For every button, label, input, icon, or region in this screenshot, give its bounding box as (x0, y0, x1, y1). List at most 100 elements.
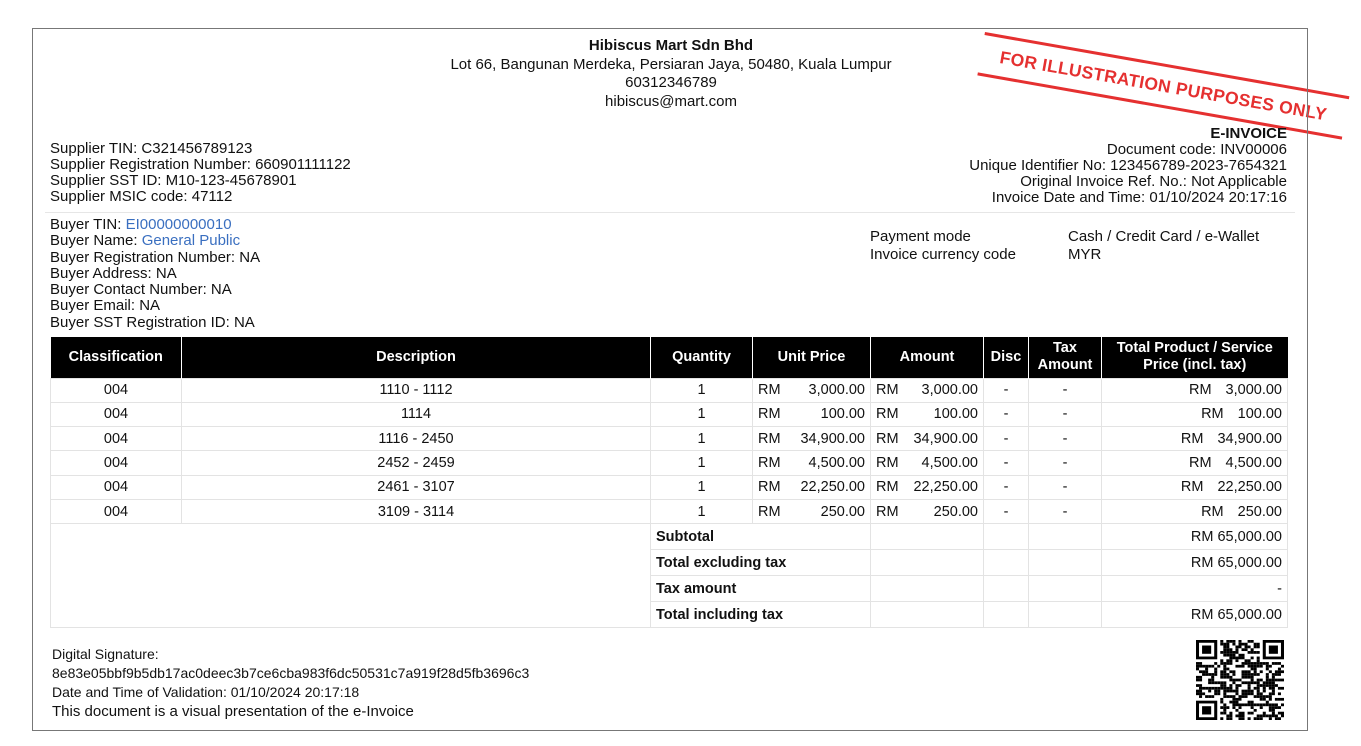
buyer-sst: Buyer SST Registration ID: NA (50, 313, 255, 331)
supplier-reg: Supplier Registration Number: 6609011111… (50, 156, 351, 173)
table-row: 004 2452 - 2459 1 RM 4,500.00 RM 4,500.00- - RM 4… (50, 450, 1288, 476)
currency: RM (1201, 503, 1224, 520)
supplier-sst: Supplier SST ID: M10-123-45678901 (50, 172, 297, 189)
amount: 250.00 (820, 503, 865, 520)
cell: 1116 - 2450 (181, 426, 651, 452)
invoice-title: E-INVOICE (1210, 125, 1287, 142)
supplier-phone: 60312346789 (625, 74, 717, 91)
currency: RM (758, 382, 781, 399)
invoice-details: E-INVOICE Document code: INV00006 Unique… (969, 126, 1287, 206)
cell: 004 (50, 450, 182, 476)
summary-value: - (1101, 575, 1288, 603)
amount: 250.00 (1237, 503, 1282, 520)
cell: RM 4,500.00 (870, 450, 984, 476)
signature-value: 8e83e05bbf9b5db17ac0deec3b7ce6cba983f6dc… (52, 665, 530, 681)
summary-value: RM 65,000.00 (1101, 549, 1288, 577)
cell: RM 22,250.00 (1101, 474, 1288, 500)
payment-mode: Cash / Credit Card / e-Wallet (1068, 228, 1260, 245)
cell: - (983, 450, 1029, 476)
cell: RM 3,000.00 (752, 377, 871, 403)
cell: 3109 - 3114 (181, 498, 651, 525)
amount: 3,000.00 (921, 382, 978, 399)
cell: 1 (650, 426, 753, 452)
cell: - (983, 474, 1029, 500)
currency: RM (758, 455, 781, 472)
currency: MYR (1068, 246, 1102, 263)
blank (1028, 549, 1102, 577)
original-ref: Original Invoice Ref. No.: Not Applicabl… (1020, 173, 1287, 190)
summary-value: RM 65,000.00 (1101, 601, 1288, 629)
summary-label: Tax amount (650, 575, 871, 603)
currency: RM (876, 479, 899, 496)
cell: 004 (50, 401, 182, 428)
buyer-email: Buyer Email: NA (50, 297, 161, 315)
currency: RM (758, 503, 781, 520)
cell: 1 (650, 377, 753, 403)
column-header: Classification (50, 337, 182, 378)
table-row: 004 1114 1 RM 100.00 RM 100.00- - RM 100.00 (50, 401, 1288, 428)
divider (45, 212, 1295, 213)
amount: 34,900.00 (800, 430, 865, 447)
cell: - (1028, 498, 1102, 525)
cell: 1110 - 1112 (181, 377, 651, 403)
blank (1028, 523, 1102, 551)
blank (983, 549, 1029, 577)
amount: 3,000.00 (1225, 382, 1282, 399)
cell: 004 (50, 498, 182, 525)
summary-label: Total including tax (650, 601, 871, 629)
cell: RM 34,900.00 (870, 426, 984, 452)
currency: RM (1188, 382, 1212, 399)
items-table: Classification Description Quantity Unit Pr… (50, 337, 1288, 629)
buyer-tin: Buyer TIN: EI00000000010 (50, 216, 232, 233)
cell: 004 (50, 474, 182, 500)
summary-row: Total excluding tax RM 65,000.00 (51, 549, 1288, 577)
amount: 22,250.00 (800, 479, 865, 496)
cell: - (983, 401, 1029, 428)
cell: - (1028, 401, 1102, 428)
buyer-name: Buyer Name: General Public (50, 232, 241, 250)
cell: 2452 - 2459 (181, 450, 651, 476)
supplier-address: Lot 66, Bangunan Merdeka, Persiaran Jaya… (450, 55, 892, 73)
column-header: Tax Amount (1028, 337, 1102, 378)
blank (1028, 575, 1102, 603)
supplier-header: Hibiscus Mart Sdn Bhd Lot 66, Bangunan M… (33, 37, 1309, 111)
amount: 4,500.00 (921, 455, 978, 472)
invoice-page: Hibiscus Mart Sdn Bhd Lot 66, Bangunan M… (32, 28, 1308, 731)
amount: 22,250.00 (913, 479, 978, 496)
buyer-details: Buyer TIN: EI00000000010 Buyer Name: Gen… (50, 216, 260, 331)
amount: 34,900.00 (913, 430, 978, 447)
table-row: 004 3109 - 3114 1 RM 250.00 RM 250.00- - RM 250.0… (50, 498, 1288, 525)
cell: 004 (50, 377, 182, 403)
validation-time: Date and Time of Validation: 01/10/2024 … (52, 684, 360, 700)
cell: RM 3,000.00 (1101, 377, 1288, 403)
column-header: Quantity (650, 337, 753, 378)
cell: 1114 (181, 401, 651, 428)
doc-code: Document code: INV00006 (1106, 141, 1287, 158)
supplier-details: Supplier TIN: C321456789123 Supplier Reg… (50, 141, 351, 205)
cell: RM 100.00 (870, 401, 984, 428)
cell: RM 250.00 (1101, 498, 1288, 525)
blank (50, 523, 651, 629)
currency: RM (758, 479, 781, 496)
blank (983, 575, 1029, 603)
cell: RM 100.00 (752, 401, 871, 428)
cell: RM 4,500.00 (1101, 450, 1288, 476)
column-header: Unit Price (752, 337, 871, 378)
currency: RM (876, 430, 899, 447)
cell: - (1028, 450, 1102, 476)
cell: - (1028, 377, 1102, 403)
currency: RM (1180, 430, 1204, 447)
cell: RM 22,250.00 (752, 474, 871, 500)
blank (983, 523, 1029, 551)
currency: RM (1188, 455, 1212, 472)
cell: - (983, 498, 1029, 525)
amount: 4,500.00 (808, 455, 865, 472)
cell: RM 250.00 (870, 498, 984, 525)
amount: 22,250.00 (1217, 479, 1282, 496)
cell: RM 100.00 (1101, 401, 1288, 428)
amount: 34,900.00 (1217, 430, 1282, 447)
column-header: Total Product / Service Price (incl. tax… (1101, 337, 1288, 378)
blank (1028, 601, 1102, 629)
blank (870, 601, 984, 629)
cell: 1 (650, 450, 753, 476)
